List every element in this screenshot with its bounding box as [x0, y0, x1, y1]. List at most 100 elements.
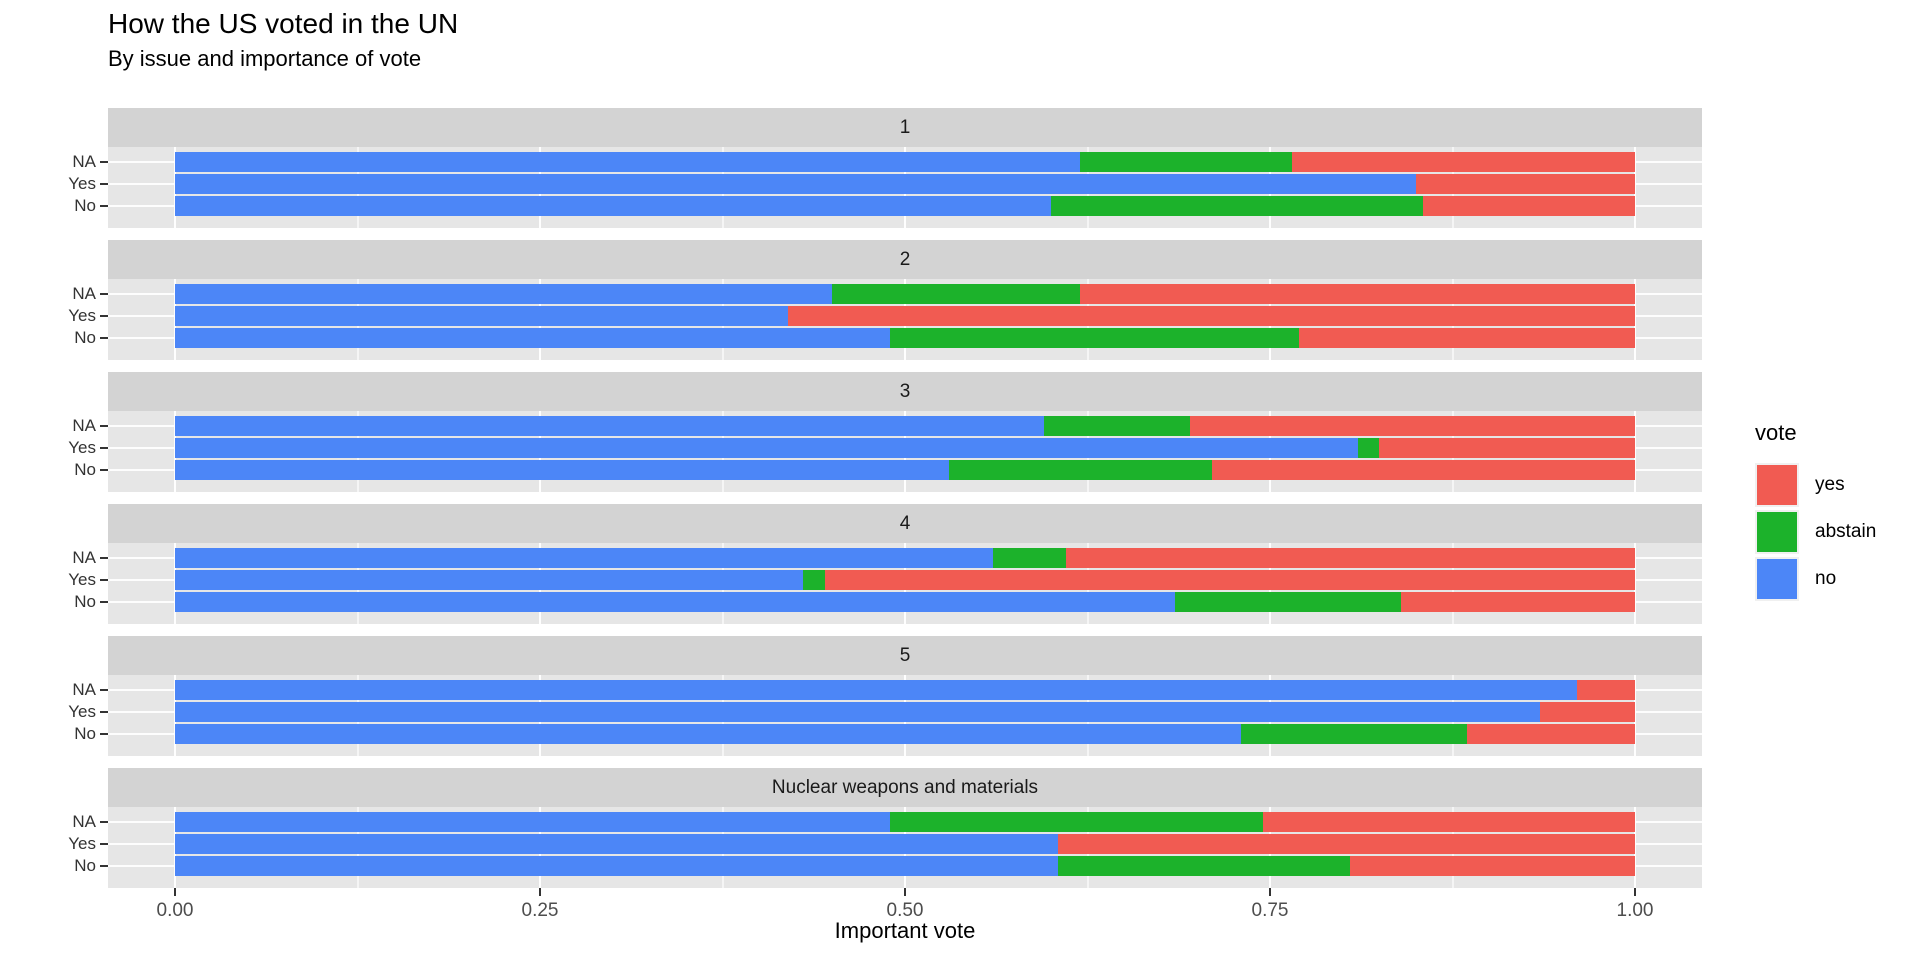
bar-row-yes	[175, 570, 1635, 590]
bar-segment-abstain	[890, 812, 1263, 832]
bar-segment-no	[175, 174, 1416, 194]
bar-segment-yes	[1350, 856, 1635, 876]
bar-segment-no	[175, 702, 1541, 722]
gridline-major	[1634, 147, 1636, 228]
bar-segment-abstain	[1051, 196, 1424, 216]
y-axis-label-na: NA	[72, 152, 96, 171]
bar-row-no	[175, 592, 1635, 612]
facet-strip: 2	[108, 240, 1702, 279]
bar-segment-no	[175, 812, 891, 832]
facet-5: 5 NA Yes No	[0, 636, 1920, 756]
y-axis-tick	[100, 447, 108, 449]
bar-row-no	[175, 724, 1635, 744]
y-axis-label-na: NA	[72, 812, 96, 831]
panel	[108, 279, 1702, 360]
bar-row-na	[175, 548, 1635, 568]
facet-strip-label: 5	[899, 644, 911, 666]
bar-segment-yes	[1058, 834, 1635, 854]
bar-segment-no	[175, 284, 832, 304]
facet-strip: 4	[108, 504, 1702, 543]
facet-strip-label: Nuclear weapons and materials	[771, 776, 1039, 798]
bar-row-yes	[175, 702, 1635, 722]
y-axis-label-yes: Yes	[68, 570, 96, 589]
y-axis-label-na: NA	[72, 548, 96, 567]
bar-segment-yes	[788, 306, 1635, 326]
bar-segment-yes	[1065, 548, 1635, 568]
y-axis-label-no: No	[74, 460, 96, 479]
x-axis-tick	[539, 888, 541, 896]
facet-strip: Nuclear weapons and materials	[108, 768, 1702, 807]
y-axis-tick	[100, 711, 108, 713]
y-axis-tick	[100, 579, 108, 581]
bar-segment-yes	[1291, 152, 1635, 172]
bar-row-na	[175, 812, 1635, 832]
bar-row-yes	[175, 438, 1635, 458]
bar-segment-yes	[1467, 724, 1635, 744]
facet-1: 1 NA Yes No	[0, 108, 1920, 228]
bar-row-no	[175, 460, 1635, 480]
y-axis-tick	[100, 601, 108, 603]
y-axis-tick	[100, 821, 108, 823]
bar-segment-yes	[1401, 592, 1635, 612]
bar-segment-abstain	[1175, 592, 1402, 612]
bar-segment-abstain	[1043, 416, 1190, 436]
x-axis-tick-label: 0.75	[1251, 900, 1289, 921]
y-axis-tick	[100, 865, 108, 867]
bar-segment-no	[175, 834, 1059, 854]
legend-key-yes	[1755, 463, 1799, 507]
y-axis-label-na: NA	[72, 680, 96, 699]
facet-strip-label: 2	[899, 248, 911, 270]
legend-label-yes: yes	[1815, 474, 1845, 495]
facet-2: 2 NA Yes No	[0, 240, 1920, 360]
bar-row-yes	[175, 306, 1635, 326]
x-axis-tick	[1269, 888, 1271, 896]
facet-strip: 3	[108, 372, 1702, 411]
legend-title: vote	[1755, 420, 1797, 445]
bar-row-no	[175, 328, 1635, 348]
y-axis-label-yes: Yes	[68, 174, 96, 193]
legend-key-no	[1755, 557, 1799, 601]
panel	[108, 675, 1702, 756]
bar-segment-yes	[1540, 702, 1635, 722]
y-axis-label-yes: Yes	[68, 702, 96, 721]
y-axis-tick	[100, 733, 108, 735]
bar-segment-yes	[1423, 196, 1635, 216]
bar-row-yes	[175, 834, 1635, 854]
bar-segment-no	[175, 416, 1044, 436]
panel	[108, 807, 1702, 888]
gridline-major	[1634, 543, 1636, 624]
y-axis-tick	[100, 205, 108, 207]
bar-row-na	[175, 152, 1635, 172]
bar-segment-yes	[824, 570, 1635, 590]
y-axis-tick	[100, 337, 108, 339]
y-axis-label-no: No	[74, 328, 96, 347]
bar-segment-abstain	[890, 328, 1300, 348]
bar-segment-abstain	[1058, 856, 1351, 876]
bar-segment-abstain	[1357, 438, 1380, 458]
y-axis-tick	[100, 557, 108, 559]
bar-segment-yes	[1379, 438, 1635, 458]
bar-segment-no	[175, 548, 993, 568]
bar-segment-no	[175, 570, 803, 590]
x-axis-tick	[904, 888, 906, 896]
bar-segment-yes	[1416, 174, 1635, 194]
x-axis-tick-label: 0.50	[886, 900, 924, 921]
gridline-major	[1634, 411, 1636, 492]
legend-label-abstain: abstain	[1815, 521, 1877, 542]
gridline-major	[1634, 675, 1636, 756]
bar-segment-abstain	[948, 460, 1212, 480]
bar-segment-no	[175, 592, 1176, 612]
x-axis-tick	[1634, 888, 1636, 896]
x-axis-tick-label: 0.25	[521, 900, 559, 921]
y-axis-label-yes: Yes	[68, 306, 96, 325]
x-axis-tick-label: 1.00	[1616, 900, 1654, 921]
y-axis-tick	[100, 183, 108, 185]
x-axis-tick-label: 0.00	[156, 900, 194, 921]
bar-segment-yes	[1576, 680, 1635, 700]
bar-segment-yes	[1211, 460, 1635, 480]
y-axis-label-na: NA	[72, 416, 96, 435]
legend-label-no: no	[1815, 568, 1837, 589]
bar-segment-no	[175, 724, 1241, 744]
facet-nuclear-weapons-and-materials: Nuclear weapons and materials NA Yes No	[0, 768, 1920, 888]
